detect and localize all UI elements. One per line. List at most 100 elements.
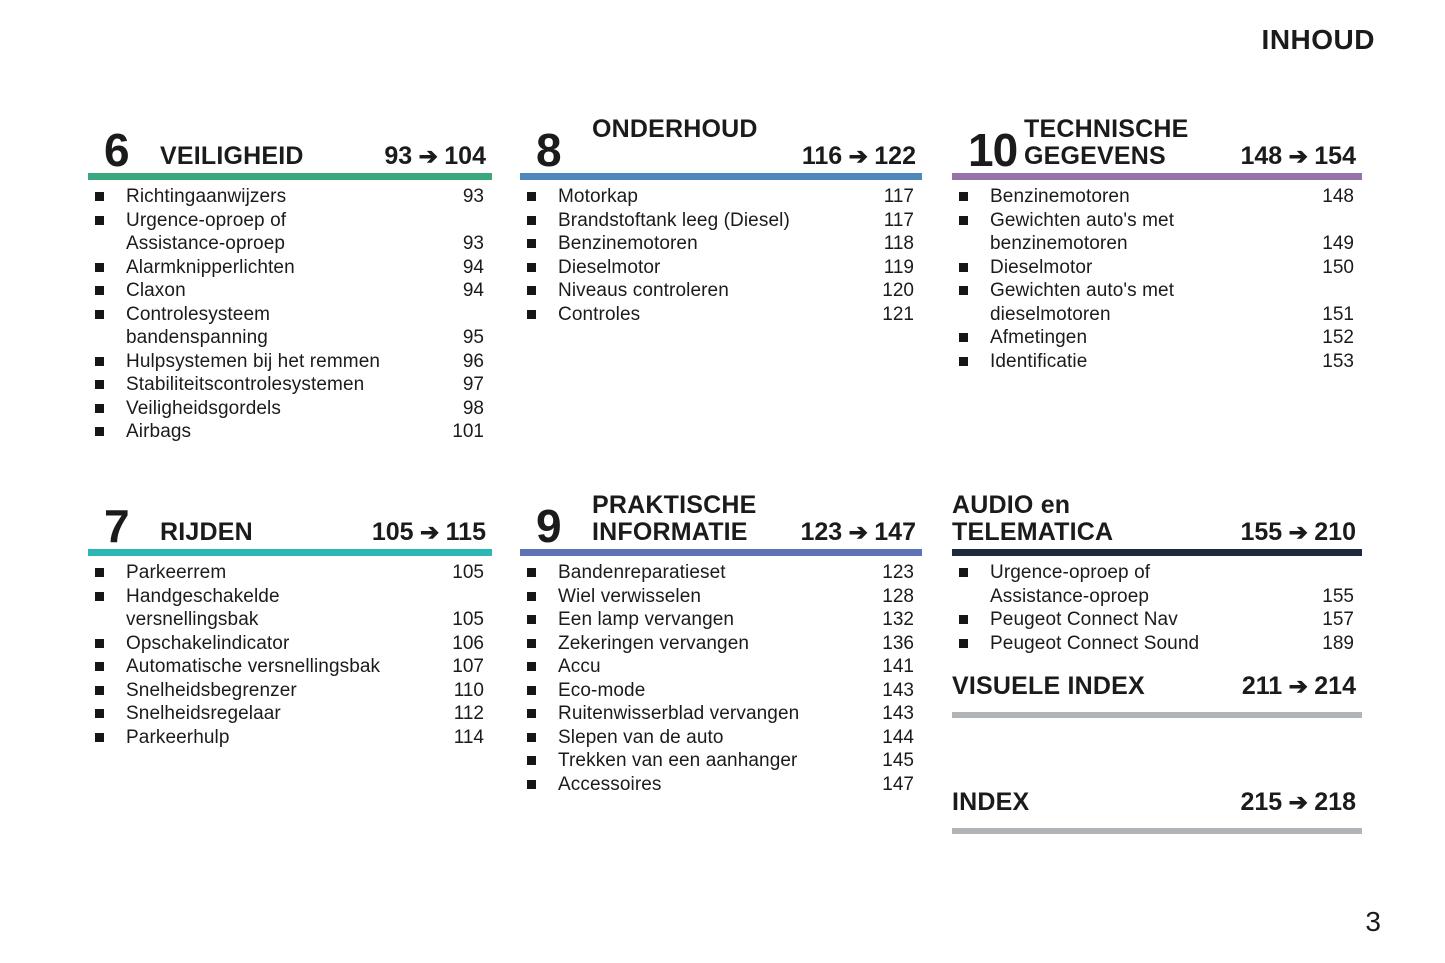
square-bullet-icon	[527, 215, 536, 225]
square-bullet-icon	[95, 309, 104, 319]
section-praktische-informatie: 9 PRAKTISCHE INFORMATIE 123 ➔ 147 Bandenrep…	[520, 480, 922, 796]
section-page-range: 211 ➔ 214	[1242, 673, 1362, 700]
item-page-number: 112	[453, 703, 484, 724]
square-bullet-icon	[959, 638, 968, 648]
section-page-range: 155 ➔ 210	[1241, 519, 1363, 546]
square-bullet-icon	[95, 732, 104, 742]
range-from: 123	[800, 518, 843, 546]
item-page-number: 95	[462, 327, 484, 348]
item-label: Een lamp vervangen	[558, 609, 735, 630]
item-label: Zekeringen vervangen	[558, 632, 750, 654]
section-title: AUDIO en TELEMATICA	[952, 491, 1114, 546]
item-page-number: 119	[883, 256, 914, 278]
item-label: Trekken van een aanhanger	[558, 750, 798, 771]
section-title: ONDERHOUD	[592, 115, 758, 143]
section-number: 6	[104, 124, 130, 177]
item-label: Wiel verwisselen	[558, 585, 702, 607]
toc-item: Trekken van een aanhanger 145	[520, 749, 922, 773]
section-item-list: Motorkap 117 Brandstoftank leeg (Diesel) 11…	[520, 185, 922, 326]
item-label: Brandstoftank leeg (Diesel)	[558, 209, 790, 231]
item-page-number: 143	[882, 703, 914, 724]
section-number: 7	[104, 500, 130, 553]
item-label: Niveaus controleren	[558, 280, 729, 301]
section-visuele-index: VISUELE INDEX 211 ➔ 214	[952, 668, 1362, 718]
section-accent-rule	[88, 549, 492, 556]
square-bullet-icon	[527, 615, 536, 624]
arrow-right-icon: ➔	[842, 519, 875, 545]
item-label: Opschakelindicator	[126, 632, 290, 654]
item-label: Urgence-oproep of Assistance-oproep	[990, 562, 1151, 607]
toc-item: Gewichten auto's met benzinemotoren 149	[952, 209, 1362, 256]
toc-item: Ruitenwisserblad vervangen 143	[520, 702, 922, 726]
square-bullet-icon	[527, 286, 536, 295]
arrow-right-icon: ➔	[1282, 143, 1315, 169]
range-from: 155	[1240, 518, 1283, 546]
square-bullet-icon	[527, 192, 536, 201]
square-bullet-icon	[95, 568, 104, 577]
toc-item: Alarmknipperlichten 94	[88, 256, 492, 280]
section-index: INDEX 215 ➔ 218	[952, 784, 1362, 834]
item-label: Accessoires	[558, 773, 662, 795]
section-header: AUDIO en TELEMATICA 155 ➔ 210	[952, 480, 1362, 546]
item-label: Dieselmotor	[990, 256, 1093, 278]
item-page-number: 96	[462, 350, 484, 372]
range-from: 215	[1240, 788, 1283, 816]
section-page-range: 116 ➔ 122	[592, 143, 922, 170]
square-bullet-icon	[95, 638, 104, 648]
item-page-number: 93	[462, 233, 484, 254]
item-page-number: 153	[1322, 350, 1354, 372]
square-bullet-icon	[95, 192, 104, 201]
item-page-number: 94	[462, 256, 484, 278]
toc-item: Afmetingen 152	[952, 326, 1362, 350]
item-page-number: 94	[462, 280, 484, 301]
page-number: 3	[1365, 906, 1381, 937]
square-bullet-icon	[527, 662, 536, 671]
item-page-number: 132	[882, 609, 914, 630]
toc-item: Parkeerrem 105	[88, 561, 492, 585]
square-bullet-icon	[527, 309, 536, 319]
item-page-number: 145	[882, 750, 914, 771]
square-bullet-icon	[959, 286, 968, 295]
item-label: Urgence-oproep of Assistance-oproep	[126, 209, 287, 255]
range-to: 104	[444, 142, 486, 170]
section-header-main: VEILIGHEID 93 ➔ 104	[160, 143, 492, 170]
item-page-number: 114	[453, 726, 484, 748]
item-page-number: 128	[882, 585, 914, 607]
square-bullet-icon	[95, 685, 104, 695]
square-bullet-icon	[95, 403, 104, 413]
item-label: Afmetingen	[990, 327, 1088, 348]
section-page-range: 93 ➔ 104	[384, 143, 492, 170]
toc-item: Een lamp vervangen 132	[520, 608, 922, 632]
toc-item: Snelheidsregelaar 112	[88, 702, 492, 726]
toc-item: Zekeringen vervangen 136	[520, 632, 922, 656]
section-header-main: ONDERHOUD 116 ➔ 122	[592, 116, 922, 170]
square-bullet-icon	[95, 427, 104, 436]
section-title: INDEX	[952, 788, 1030, 816]
item-page-number: 106	[452, 632, 484, 654]
square-bullet-icon	[95, 591, 104, 601]
section-item-list: Benzinemotoren 148 Gewichten auto's met be…	[952, 185, 1362, 373]
item-label: Controles	[558, 303, 641, 325]
square-bullet-icon	[95, 380, 104, 389]
section-header: VISUELE INDEX 211 ➔ 214	[952, 668, 1362, 700]
square-bullet-icon	[527, 568, 536, 577]
item-label: Peugeot Connect Nav	[990, 609, 1178, 630]
section-number: 9	[536, 500, 562, 553]
item-label: Veiligheidsgordels	[126, 397, 281, 419]
item-page-number: 149	[1322, 233, 1354, 254]
square-bullet-icon	[959, 615, 968, 624]
arrow-right-icon: ➔	[1282, 519, 1315, 545]
section-header: 8 ONDERHOUD 116 ➔ 122	[520, 96, 922, 177]
section-number: 8	[536, 124, 562, 177]
square-bullet-icon	[959, 262, 968, 272]
arrow-right-icon: ➔	[1282, 673, 1315, 699]
item-page-number: 105	[452, 562, 484, 583]
square-bullet-icon	[527, 732, 536, 742]
toc-item: Automatische versnellingsbak 107	[88, 655, 492, 679]
item-page-number: 98	[462, 397, 484, 419]
item-label: Accu	[558, 656, 601, 677]
square-bullet-icon	[959, 333, 968, 342]
section-page-range: 105 ➔ 115	[372, 519, 492, 546]
item-label: Parkeerrem	[126, 562, 227, 583]
item-page-number: 141	[882, 656, 914, 677]
